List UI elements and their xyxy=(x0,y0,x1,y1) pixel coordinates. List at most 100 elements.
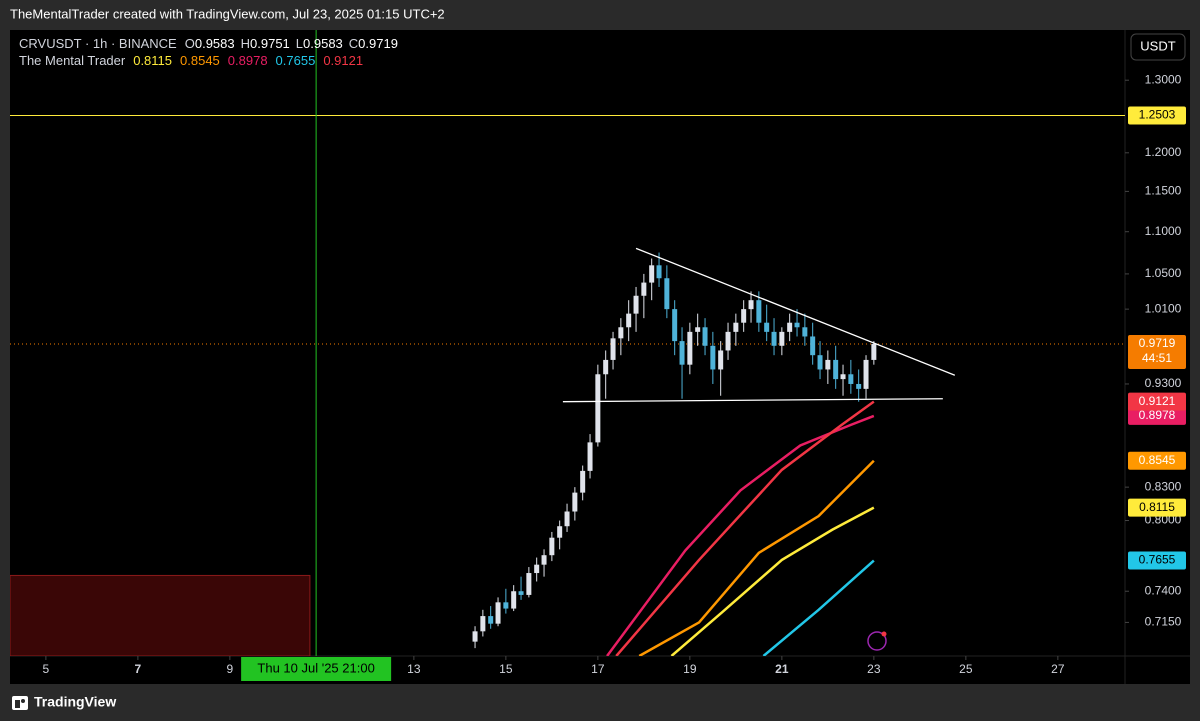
y-tick-label: 1.2000 xyxy=(1145,145,1182,159)
alert-icon[interactable] xyxy=(867,631,887,651)
legend-value: 0.8115 xyxy=(133,53,172,68)
currency-button[interactable] xyxy=(1130,33,1186,61)
price-tag-label: 0.9121 xyxy=(1139,394,1176,408)
candle-body xyxy=(794,322,800,328)
price-tag xyxy=(1128,451,1186,470)
candle-body xyxy=(549,537,555,556)
moving-average xyxy=(638,459,875,656)
candle-body xyxy=(603,359,609,375)
legend-field-value: 0.9719 xyxy=(358,36,398,51)
legend-field-value: 0.9583 xyxy=(303,36,343,51)
legend-value: 0.8978 xyxy=(228,53,268,68)
last-price-label: 0.9719 xyxy=(1139,336,1176,350)
candle-body xyxy=(534,564,540,574)
price-tag xyxy=(1128,498,1186,517)
x-tick-label: 5 xyxy=(43,662,50,676)
y-tick-label: 0.7400 xyxy=(1145,583,1182,597)
price-tag-label: 0.8978 xyxy=(1139,408,1176,422)
candle-body xyxy=(572,492,578,512)
legend-row: The Mental Trader 0.8115 0.8545 0.8978 0.765… xyxy=(19,53,363,68)
legend-value: 0.8545 xyxy=(180,53,220,68)
candle-body xyxy=(679,341,685,365)
currency-button-label[interactable]: USDT xyxy=(1140,38,1175,53)
legend-field-label: H xyxy=(241,36,250,51)
legend-value: 0.7655 xyxy=(276,53,316,68)
candle-body xyxy=(488,616,494,624)
candle-body xyxy=(580,470,586,493)
crosshair-label: Thu 10 Jul '25 21:00 xyxy=(257,660,374,675)
last-price-tag xyxy=(1128,335,1186,370)
y-tick-label: 0.8300 xyxy=(1145,479,1182,493)
legend-field-label: O xyxy=(185,36,195,51)
trendline xyxy=(635,247,956,376)
candle-body xyxy=(725,331,731,351)
y-tick-label: 1.0100 xyxy=(1145,301,1182,315)
candle-body xyxy=(610,338,616,360)
legend-value: 0.9121 xyxy=(323,53,363,68)
candle-body xyxy=(511,591,517,609)
candle-body xyxy=(871,343,877,360)
candle-body xyxy=(626,313,632,328)
x-tick-label: 25 xyxy=(959,662,973,676)
candle-body xyxy=(771,331,777,346)
x-tick-label: 9 xyxy=(227,662,234,676)
moving-average xyxy=(615,400,875,656)
price-tag-label: 1.2503 xyxy=(1139,108,1176,122)
x-tick-label: 19 xyxy=(683,662,697,676)
candle-body xyxy=(741,309,747,323)
y-tick-label: 0.7150 xyxy=(1145,615,1182,629)
crosshair-tag xyxy=(241,657,392,681)
candle-body xyxy=(649,265,655,283)
footer: TradingView xyxy=(34,694,116,710)
candle-body xyxy=(863,359,869,389)
trendline xyxy=(562,398,943,403)
legend-field-label: L xyxy=(296,36,303,51)
candle-body xyxy=(718,350,724,370)
moving-average xyxy=(606,414,875,656)
moving-average xyxy=(762,559,875,656)
candle-body xyxy=(618,327,624,339)
candle-body xyxy=(787,322,793,332)
candle-body xyxy=(779,331,785,346)
price-tag xyxy=(1128,551,1186,570)
candle-body xyxy=(564,511,570,527)
y-tick-label: 1.3000 xyxy=(1145,72,1182,86)
legend-indicator: The Mental Trader xyxy=(19,53,126,68)
candle-body xyxy=(810,336,816,356)
candle-body xyxy=(641,282,647,296)
price-tag-label: 0.7655 xyxy=(1139,553,1176,567)
moving-average xyxy=(670,506,875,656)
candle-body xyxy=(687,331,693,365)
candle-body xyxy=(480,616,486,632)
price-tag-label: 0.8545 xyxy=(1139,453,1176,467)
legend-field-label: C xyxy=(349,36,358,51)
candle-body xyxy=(748,300,754,310)
candle-body xyxy=(526,573,532,595)
candle-body xyxy=(733,322,739,332)
candle-body xyxy=(817,355,823,370)
y-tick-label: 1.0500 xyxy=(1145,266,1182,280)
x-tick-label: 21 xyxy=(775,662,789,676)
legend-row: CRVUSDT · 1h · BINANCE O0.9583 H0.9751 L0.9… xyxy=(19,36,398,51)
x-tick-label: 17 xyxy=(591,662,605,676)
candle-body xyxy=(833,359,839,380)
y-tick-label: 0.9300 xyxy=(1145,376,1182,390)
header: TheMentalTrader created with TradingView… xyxy=(10,6,445,21)
candle-body xyxy=(856,383,862,389)
candle-body xyxy=(518,591,524,595)
candle-body xyxy=(472,631,478,642)
x-tick-label: 13 xyxy=(407,662,421,676)
alert-dot xyxy=(881,631,887,637)
candle-body xyxy=(802,327,808,337)
candle-body xyxy=(557,526,563,538)
candle-body xyxy=(656,265,662,279)
legend-field-value: 0.9751 xyxy=(250,36,290,51)
candle-body xyxy=(541,555,547,565)
candle-body xyxy=(756,300,762,323)
y-tick-label: 1.1000 xyxy=(1145,224,1182,238)
x-tick-label: 23 xyxy=(867,662,881,676)
y-tick-label: 1.1500 xyxy=(1145,184,1182,198)
candle-body xyxy=(695,327,701,332)
tv-logo xyxy=(12,696,28,710)
